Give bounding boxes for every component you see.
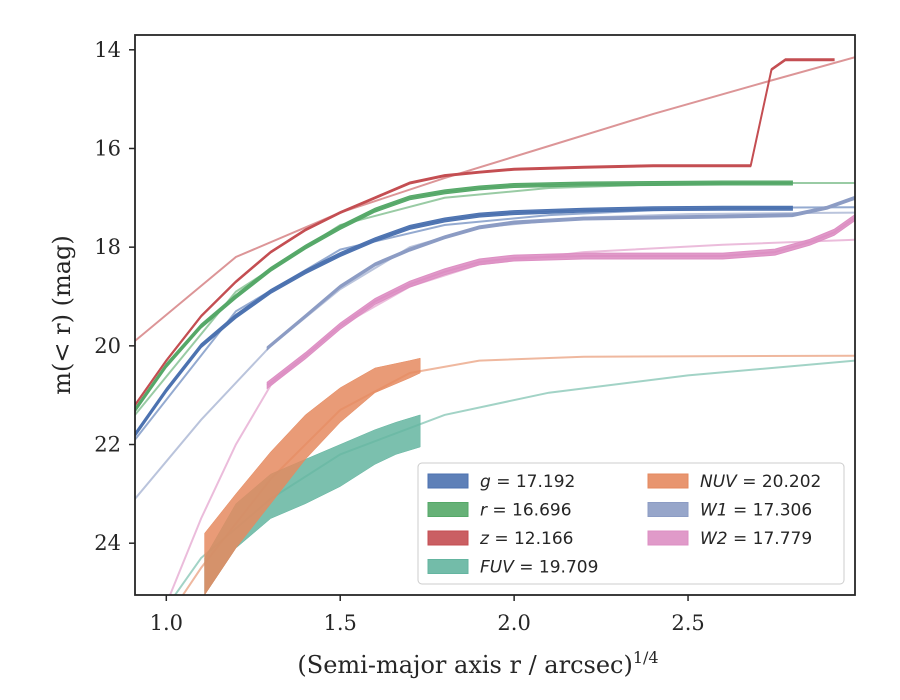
legend-label-value: = 17.192 <box>491 472 576 492</box>
model-curve-w1 <box>135 211 855 500</box>
y-tick-label: 14 <box>94 38 121 62</box>
x-tick-label: 2.5 <box>671 611 704 635</box>
x-tick-label: 1.0 <box>150 611 183 635</box>
x-axis-label-text: (Semi-major axis r / arcsec) <box>297 651 632 679</box>
x-tick-label: 2.0 <box>497 611 530 635</box>
legend-label-value: = 19.709 <box>514 558 599 578</box>
legend-label-g: g = 17.192 <box>480 472 575 492</box>
legend-label-value: = 17.779 <box>728 529 813 549</box>
data-band-nuv <box>204 357 421 595</box>
y-axis-label: m(< r) (mag) <box>48 235 76 394</box>
legend-swatch-fuv <box>427 559 469 574</box>
legend-label-variable: g <box>480 472 491 492</box>
legend-entry-g: g = 17.192 <box>427 472 575 492</box>
legend-box <box>417 462 845 585</box>
data-curves-layer <box>135 58 855 595</box>
legend-entry-w2: W2 = 17.779 <box>647 529 812 549</box>
legend-label-variable: z <box>479 529 490 549</box>
x-axis-ticks: 1.0 1.5 2.0 2.5 <box>150 595 705 635</box>
x-axis-label: (Semi-major axis r / arcsec)1/4 <box>297 648 658 679</box>
data-band-w2 <box>266 213 855 390</box>
legend-entry-w1: W1 = 17.306 <box>647 501 812 521</box>
data-band-w1 <box>266 195 855 351</box>
legend-label-value: = 12.166 <box>489 529 574 549</box>
data-curve-w1 <box>266 196 855 350</box>
legend-label-w1: W1 = 17.306 <box>700 501 812 521</box>
legend-entry-r: r = 16.696 <box>427 501 572 521</box>
legend-swatch-r <box>427 502 469 517</box>
y-tick-label: 22 <box>94 433 121 457</box>
legend-label-variable: W1 <box>700 501 728 521</box>
y-tick-label: 20 <box>94 334 121 358</box>
legend-swatch-nuv <box>647 473 689 489</box>
legend-entry-fuv: FUV = 19.709 <box>427 558 598 578</box>
legend-swatch-z <box>427 530 469 546</box>
y-tick-label: 24 <box>94 531 121 555</box>
legend-label-variable: NUV <box>700 472 738 492</box>
legend-label-variable: W2 <box>700 529 728 549</box>
x-axis-label-superscript: 1/4 <box>633 648 659 667</box>
legend-label-fuv: FUV = 19.709 <box>480 558 598 578</box>
y-axis-ticks: 14 16 18 20 22 24 <box>94 38 135 555</box>
legend-entry-nuv: NUV = 20.202 <box>647 472 821 492</box>
legend-label-value: = 17.306 <box>728 501 813 521</box>
data-band-g <box>135 205 793 438</box>
legend-label-z: z = 12.166 <box>479 529 573 549</box>
y-tick-label: 16 <box>94 136 121 160</box>
model-curve-w2 <box>168 238 855 595</box>
legend-label-variable: r <box>480 501 488 521</box>
data-band-r <box>135 180 793 413</box>
data-curve-g <box>135 207 793 436</box>
legend-swatch-w1 <box>647 502 689 517</box>
legend-label-variable: FUV <box>480 558 515 578</box>
legend-label-r: r = 16.696 <box>480 501 572 521</box>
data-curve-r <box>135 182 793 411</box>
data-curve-w2 <box>266 216 855 387</box>
plot-frame <box>134 34 856 596</box>
legend-label-value: = 20.202 <box>737 472 822 492</box>
x-tick-label: 1.5 <box>324 611 357 635</box>
legend-entry-z: z = 12.166 <box>427 529 573 549</box>
legend-label-w2: W2 = 17.779 <box>700 529 812 549</box>
legend-swatch-w2 <box>647 530 689 546</box>
model-curve-z <box>135 56 855 342</box>
legend-swatch-g <box>427 473 469 489</box>
data-curve-z <box>135 58 835 406</box>
y-tick-label: 18 <box>94 235 121 259</box>
legend-label-value: = 16.696 <box>487 501 572 521</box>
legend-label-nuv: NUV = 20.202 <box>700 472 821 492</box>
